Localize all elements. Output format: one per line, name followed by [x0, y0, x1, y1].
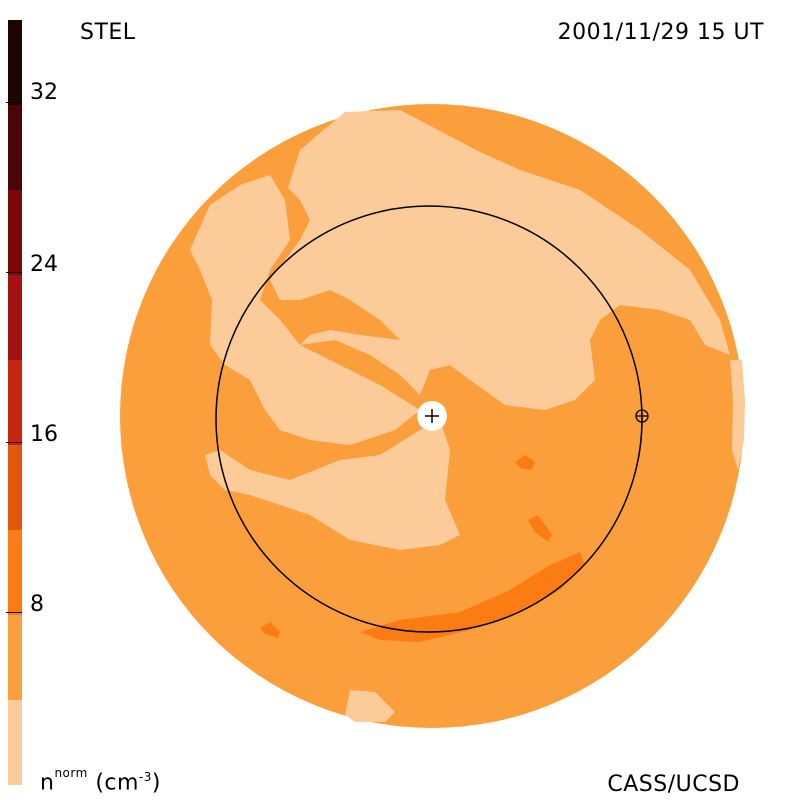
low-density-region	[730, 360, 745, 470]
colorbar-segment	[8, 530, 22, 615]
high-density-region	[528, 515, 552, 542]
low-density-region	[300, 118, 360, 165]
colorbar-segment	[8, 105, 22, 190]
colorbar-tick-label: 24	[30, 252, 58, 277]
colorbar-segment	[8, 700, 22, 785]
units-paren: (cm	[95, 770, 139, 796]
colorbar-segment	[8, 615, 22, 700]
units-label: nnorm (cm-3)	[40, 766, 161, 796]
units-superscript: norm	[54, 766, 88, 780]
low-density-region	[320, 220, 600, 310]
colorbar-segment	[8, 275, 22, 360]
earth-icon	[635, 409, 649, 423]
low-density-region	[345, 690, 395, 722]
colorbar-tick	[6, 272, 22, 273]
source-label: STEL	[80, 20, 136, 45]
colorbar-tick-label: 16	[30, 422, 58, 447]
high-density-region	[515, 455, 535, 470]
colorbar-tick-label: 8	[30, 592, 44, 617]
units-close: )	[151, 770, 161, 796]
low-density-region	[205, 420, 460, 550]
colorbar-tick	[6, 102, 22, 103]
colorbar-tick	[6, 612, 22, 613]
colorbar-tick	[6, 442, 22, 443]
high-density-region	[260, 622, 280, 638]
credit-label: CASS/UCSD	[607, 772, 740, 797]
timestamp-label: 2001/11/29 15 UT	[557, 20, 764, 45]
colorbar-segment	[8, 360, 22, 445]
colorbar-segment	[8, 190, 22, 275]
colorbar-tick-label: 32	[30, 80, 58, 105]
units-base: n	[40, 770, 55, 796]
low-density-region	[190, 175, 420, 445]
colorbar-segment	[8, 20, 22, 105]
high-density-region	[360, 552, 585, 642]
colorbar-segment	[8, 445, 22, 530]
units-exponent: -3	[138, 770, 152, 784]
